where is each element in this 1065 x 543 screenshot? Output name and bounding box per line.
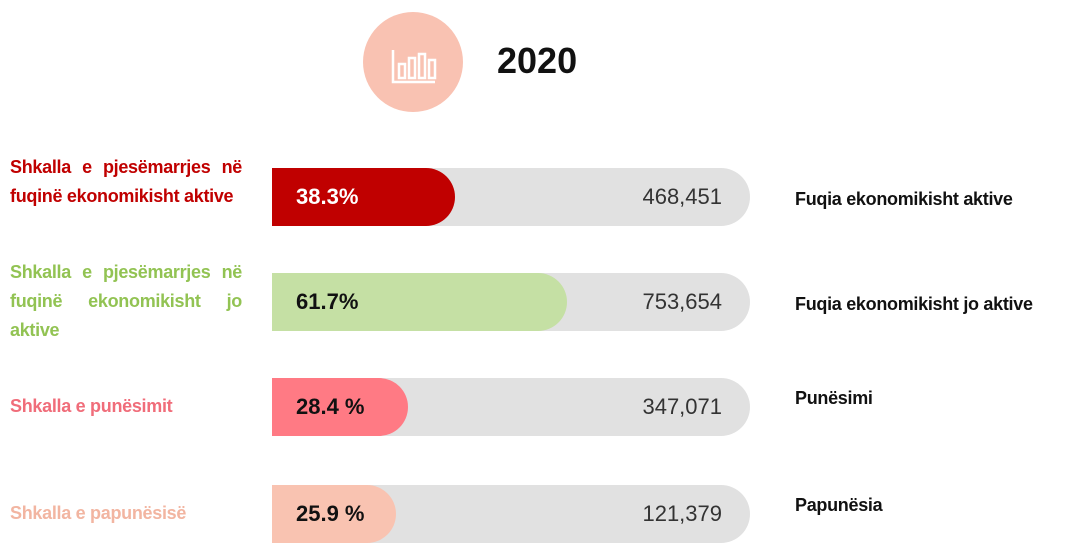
value-label: 38.3% — [296, 184, 359, 209]
count-label: 121,379 — [642, 501, 722, 526]
bar-track: 61.7% 753,654 — [272, 273, 750, 331]
category-label: Shkalla e punësimit — [10, 396, 173, 416]
description-label: Fuqia ekonomikisht jo aktive — [795, 294, 1033, 314]
value-label: 28.4 % — [296, 394, 365, 419]
count-label: 753,654 — [642, 289, 722, 314]
category-label: Shkalla e pjesëmarrjes në fuqinë ekonomi… — [10, 262, 242, 340]
bar — [272, 485, 396, 543]
count-label: 468,451 — [642, 184, 722, 209]
description-label: Punësimi — [795, 388, 873, 408]
description-label: Fuqia ekonomikisht aktive — [795, 189, 1013, 209]
bar — [272, 378, 408, 436]
icon-graphic — [391, 50, 437, 84]
value-label: 61.7% — [296, 289, 359, 314]
chart-title: 2020 — [497, 40, 578, 81]
bar — [272, 168, 456, 226]
count-label: 347,071 — [642, 394, 722, 419]
category-label: Shkalla e papunësisë — [10, 503, 187, 523]
bar-track: 28.4 % 347,071 — [272, 378, 750, 436]
bar-track: 38.3% 468,451 — [272, 168, 750, 226]
description-label: Papunësia — [795, 495, 883, 515]
bar-track: 25.9 % 121,379 — [272, 485, 750, 543]
chart-icon — [363, 12, 463, 112]
bar — [272, 273, 567, 331]
category-label: Shkalla e pjesëmarrjes në fuqinë ekonomi… — [10, 157, 242, 206]
value-label: 25.9 % — [296, 501, 365, 526]
